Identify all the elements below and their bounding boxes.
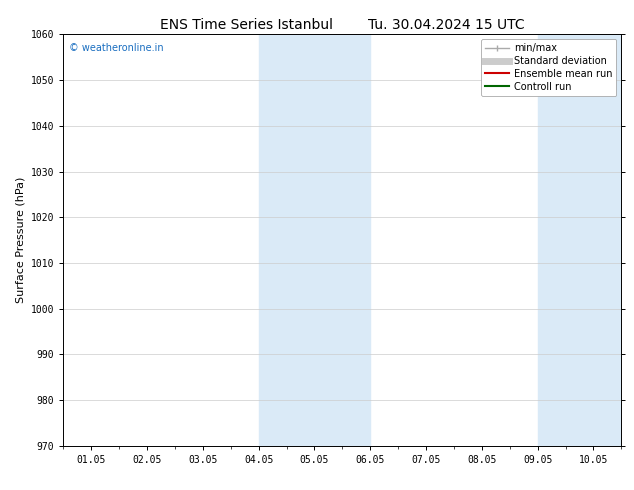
Legend: min/max, Standard deviation, Ensemble mean run, Controll run: min/max, Standard deviation, Ensemble me… (481, 39, 616, 96)
Title: ENS Time Series Istanbul        Tu. 30.04.2024 15 UTC: ENS Time Series Istanbul Tu. 30.04.2024 … (160, 18, 525, 32)
Y-axis label: Surface Pressure (hPa): Surface Pressure (hPa) (15, 177, 25, 303)
Text: © weatheronline.in: © weatheronline.in (69, 43, 164, 52)
Bar (538, 34, 634, 446)
Bar (259, 34, 370, 446)
